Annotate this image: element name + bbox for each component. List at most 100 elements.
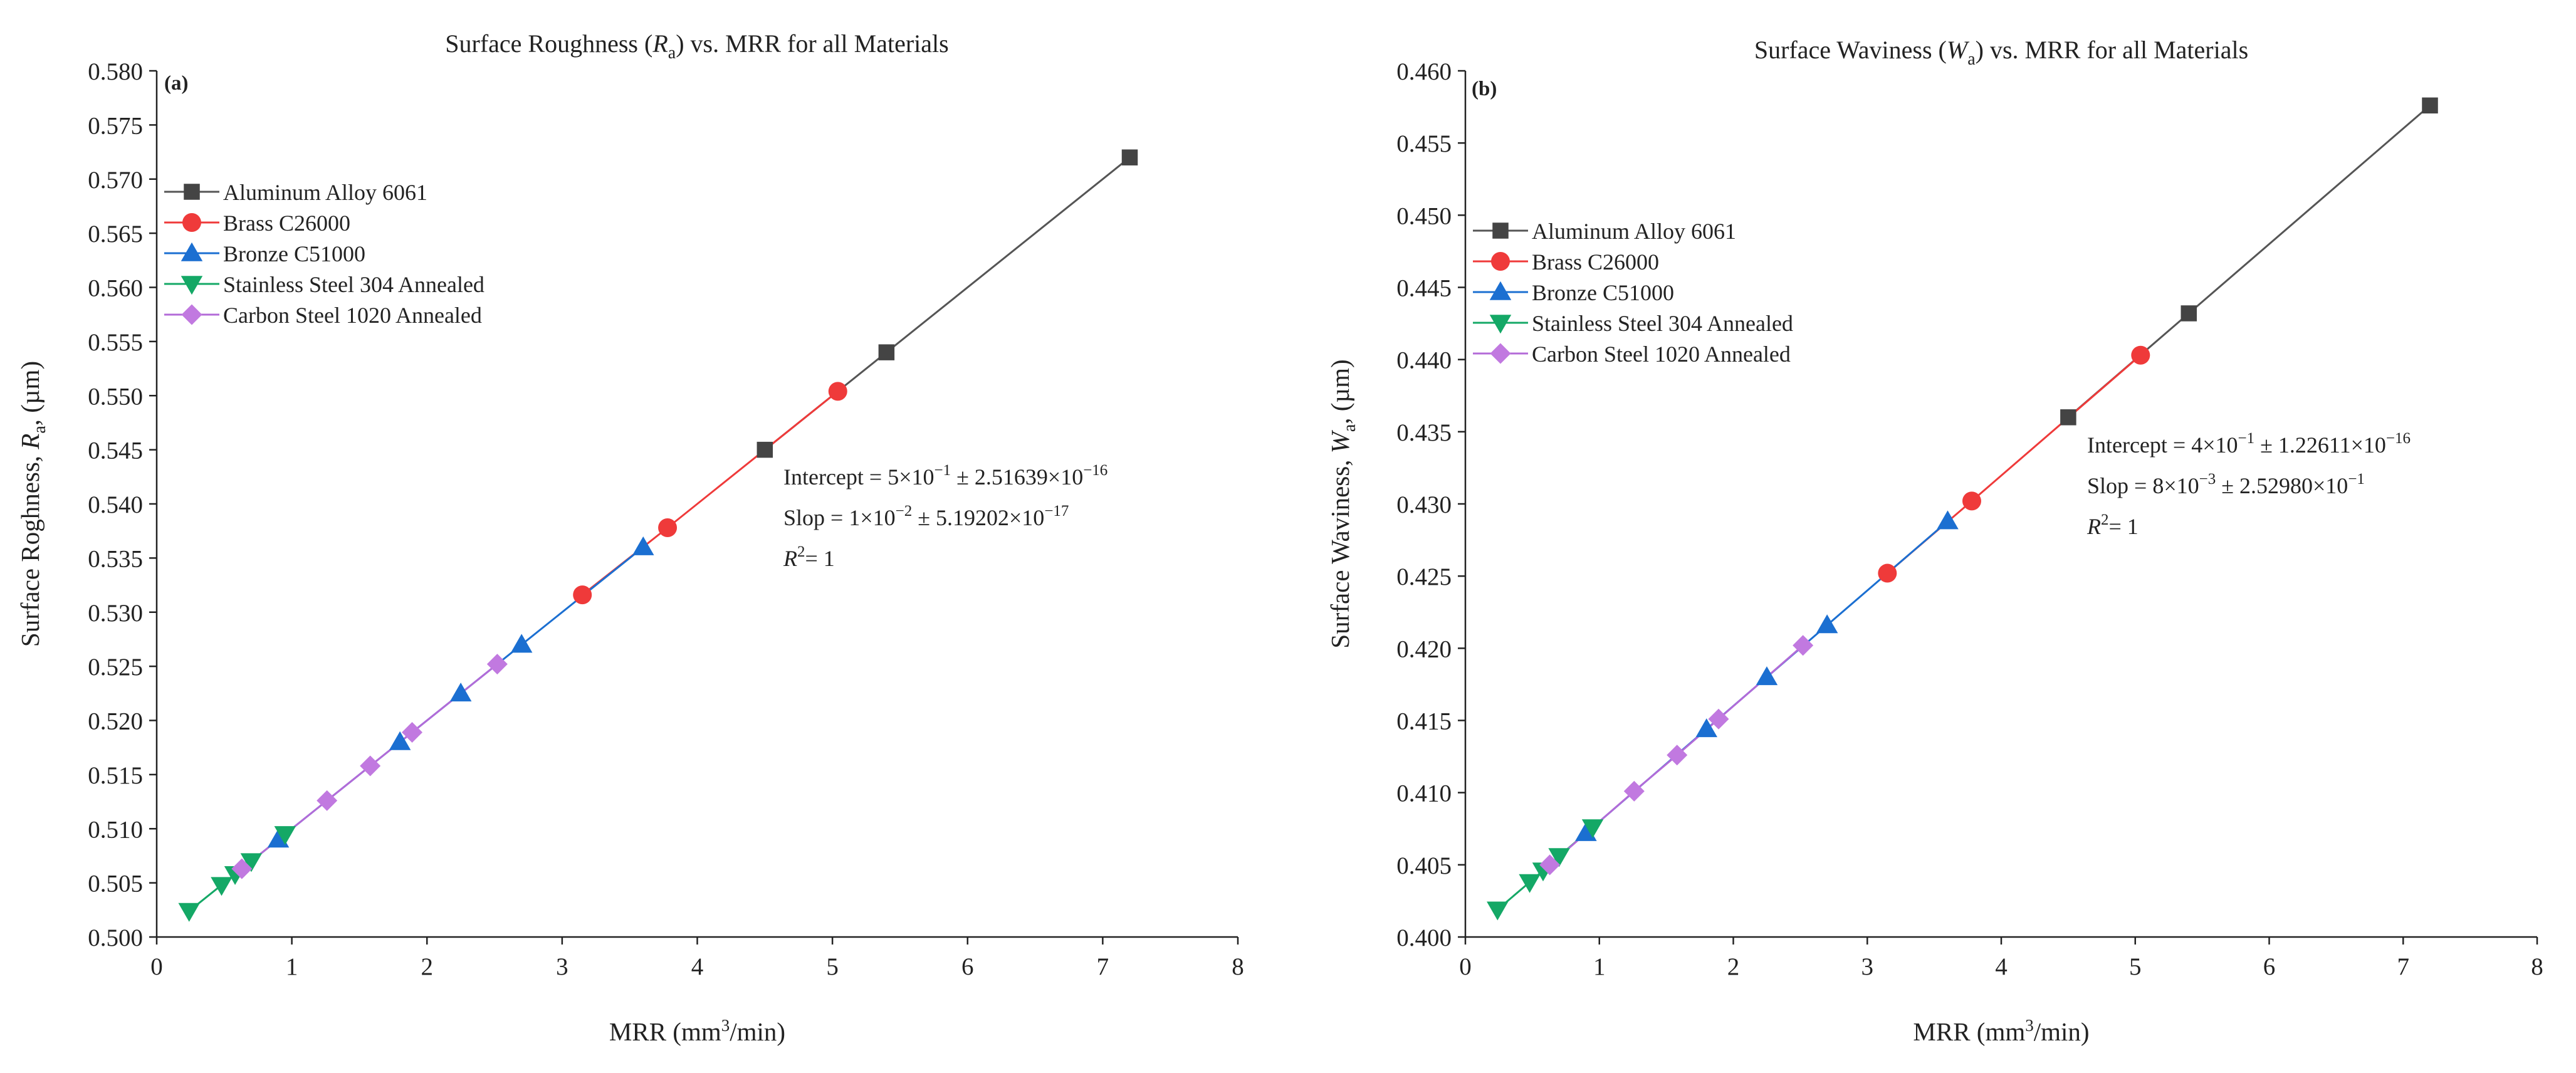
x-tick-label: 8: [1232, 953, 1244, 980]
data-point: [1539, 854, 1561, 876]
legend-entry: Brass C26000: [223, 211, 350, 236]
x-tick-label: 8: [2531, 953, 2543, 980]
legend-marker: [184, 184, 200, 200]
y-tick-label: 0.460: [1396, 58, 1452, 85]
data-point: [2422, 97, 2438, 114]
y-tick-label: 0.420: [1396, 636, 1452, 662]
x-tick-label: 6: [2263, 953, 2276, 980]
legend-marker: [182, 213, 201, 232]
data-point: [1878, 563, 1897, 583]
intercept-text: Intercept = 5×10−1 ± 2.51639×10−16: [783, 462, 1107, 489]
data-point: [1548, 848, 1570, 867]
data-point: [1623, 780, 1645, 802]
legend-entry: Carbon Steel 1020 Annealed: [1532, 342, 1791, 367]
r-squared-text: R2= 1: [783, 543, 835, 571]
y-tick-label: 0.405: [1396, 852, 1452, 879]
data-point: [211, 877, 233, 896]
x-tick-label: 6: [961, 953, 974, 980]
y-tick-label: 0.400: [1396, 924, 1452, 951]
y-tick-label: 0.555: [88, 329, 143, 356]
legend-entry: Stainless Steel 304 Annealed: [223, 272, 484, 297]
y-tick-label: 0.435: [1396, 419, 1452, 446]
data-point: [317, 790, 338, 811]
data-point: [1581, 819, 1604, 839]
y-tick-label: 0.455: [1396, 130, 1452, 157]
x-axis-label: MRR (mm3/min): [1913, 1016, 2089, 1046]
data-point: [1756, 666, 1778, 686]
fit-annotation: Intercept = 5×10−1 ± 2.51639×10−16 Slop =…: [783, 462, 1107, 571]
y-axis-label: Surface Waviness, Wa, (µm): [1326, 359, 1359, 648]
legend: Aluminum Alloy 6061 Brass C26000 Bronze C5…: [164, 180, 484, 328]
slope-text: Slop = 8×10−3 ± 2.52980×10−1: [2087, 471, 2365, 498]
legend-marker: [1489, 315, 1512, 334]
y-tick-label: 0.515: [88, 762, 143, 789]
legend-marker: [1492, 222, 1509, 239]
data-point: [1937, 510, 1959, 530]
y-tick-label: 0.560: [88, 275, 143, 302]
legend-entry: Aluminum Alloy 6061: [223, 180, 427, 205]
x-tick-label: 3: [556, 953, 568, 980]
y-tick-label: 0.510: [88, 816, 143, 843]
data-point: [1575, 822, 1597, 841]
data-point: [510, 634, 533, 653]
data-point: [486, 654, 508, 675]
x-axis-label: MRR (mm3/min): [609, 1016, 785, 1046]
data-point: [1487, 901, 1509, 921]
legend-entry: Bronze C51000: [1532, 280, 1674, 305]
y-tick-label: 0.445: [1396, 275, 1452, 302]
data-point: [1667, 745, 1688, 766]
y-tick-label: 0.440: [1396, 347, 1452, 374]
y-tick-label: 0.430: [1396, 491, 1452, 518]
data-point: [757, 441, 773, 458]
x-tick-label: 0: [1459, 953, 1472, 980]
x-tick-label: 5: [826, 953, 839, 980]
data-point: [240, 853, 263, 872]
y-tick-label: 0.540: [88, 491, 143, 518]
legend-marker: [181, 242, 203, 261]
x-tick-label: 1: [1593, 953, 1606, 980]
data-point: [274, 826, 296, 845]
chart-title: Surface Roughness (Ra) vs. MRR for all M…: [445, 29, 948, 63]
x-tick-label: 2: [421, 953, 434, 980]
y-tick-label: 0.505: [88, 871, 143, 898]
x-tick-label: 2: [1727, 953, 1740, 980]
data-point: [389, 731, 411, 750]
x-tick-label: 0: [150, 953, 163, 980]
legend-entry: Carbon Steel 1020 Annealed: [223, 303, 482, 328]
x-tick-label: 4: [691, 953, 704, 980]
y-tick-label: 0.530: [88, 600, 143, 627]
data-point: [632, 536, 654, 555]
x-tick-label: 7: [2397, 953, 2410, 980]
data-point: [2131, 345, 2150, 365]
legend-marker: [181, 304, 202, 325]
y-tick-label: 0.535: [88, 545, 143, 572]
data-point: [1793, 635, 1814, 656]
intercept-text: Intercept = 4×10−1 ± 1.22611×10−16: [2087, 430, 2411, 458]
data-point: [1708, 708, 1729, 730]
y-tick-label: 0.575: [88, 112, 143, 139]
panel-label: (b): [1472, 78, 1497, 100]
y-tick-label: 0.550: [88, 383, 143, 410]
slope-text: Slop = 1×10−2 ± 5.19202×10−17: [783, 503, 1069, 530]
data-point: [1519, 874, 1541, 893]
x-tick-label: 7: [1097, 953, 1109, 980]
y-tick-label: 0.545: [88, 437, 143, 464]
data-point: [1121, 149, 1138, 165]
legend-marker: [1490, 343, 1511, 364]
y-tick-label: 0.500: [88, 924, 143, 951]
data-point: [267, 829, 290, 848]
data-point: [231, 858, 253, 879]
legend-entry: Aluminum Alloy 6061: [1532, 219, 1736, 244]
legend: Aluminum Alloy 6061 Brass C26000 Bronze C5…: [1473, 219, 1793, 367]
data-point: [1962, 491, 1981, 511]
y-tick-label: 0.520: [88, 708, 143, 735]
y-tick-label: 0.450: [1396, 202, 1452, 229]
panel-label: (a): [164, 72, 188, 95]
y-tick-label: 0.580: [88, 58, 143, 85]
r-squared-text: R2= 1: [2086, 511, 2139, 539]
y-tick-label: 0.415: [1396, 708, 1452, 735]
data-point: [2181, 305, 2197, 322]
x-tick-label: 5: [2129, 953, 2142, 980]
